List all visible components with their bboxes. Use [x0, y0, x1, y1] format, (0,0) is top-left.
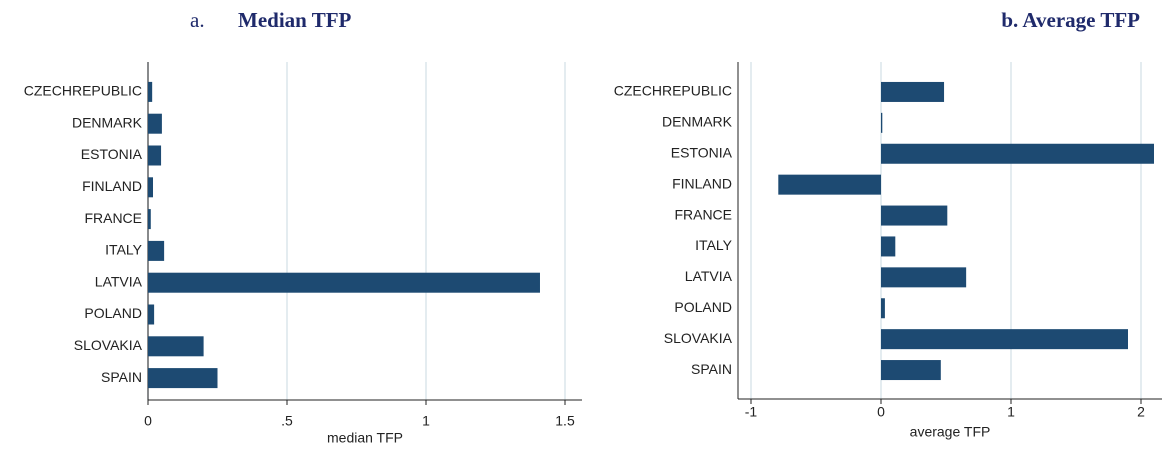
y-tick-label: POLAND — [674, 299, 732, 315]
x-tick-label: 1 — [422, 413, 430, 429]
bar — [148, 336, 204, 357]
x-tick-label: 1.5 — [555, 413, 575, 429]
bar — [881, 360, 941, 381]
y-tick-label: CZECHREPUBLIC — [614, 83, 732, 99]
panel-label: a. — [190, 8, 205, 32]
bar — [778, 174, 881, 195]
y-tick-label: CZECHREPUBLIC — [24, 83, 142, 99]
bar — [148, 81, 153, 102]
x-axis-label: average TFP — [910, 424, 991, 440]
bar — [881, 81, 945, 102]
bar — [881, 267, 967, 288]
y-tick-label: SLOVAKIA — [664, 330, 733, 346]
y-tick-label: SLOVAKIA — [74, 337, 143, 353]
bar — [148, 368, 218, 389]
x-tick-label: .5 — [281, 413, 293, 429]
bar — [881, 329, 1128, 350]
x-tick-label: 0 — [144, 413, 152, 429]
bar — [881, 205, 948, 226]
bar — [148, 145, 162, 166]
bar — [148, 209, 151, 230]
y-tick-label: POLAND — [84, 305, 142, 321]
y-tick-label: SPAIN — [691, 361, 732, 377]
chart-title: Median TFP — [238, 8, 352, 32]
y-tick-label: FRANCE — [674, 206, 732, 222]
x-tick-label: 0 — [877, 404, 885, 420]
y-tick-label: DENMARK — [72, 114, 143, 130]
y-tick-label: DENMARK — [662, 114, 733, 130]
bar — [148, 304, 155, 325]
bar — [881, 298, 885, 319]
chart-title: b. Average TFP — [1001, 8, 1140, 32]
y-tick-label: ITALY — [695, 237, 732, 253]
y-tick-label: LATVIA — [685, 268, 733, 284]
bar — [881, 236, 896, 257]
bar — [148, 177, 154, 198]
y-tick-label: ITALY — [105, 242, 142, 258]
bar — [148, 272, 540, 293]
bar — [881, 112, 883, 133]
bar — [881, 143, 1154, 164]
y-tick-label: FRANCE — [84, 210, 142, 226]
y-tick-label: LATVIA — [95, 273, 143, 289]
y-tick-label: FINLAND — [672, 175, 732, 191]
x-tick-label: 1 — [1007, 404, 1015, 420]
x-axis-label: median TFP — [327, 430, 403, 446]
bar — [148, 240, 165, 261]
bar — [148, 113, 162, 134]
x-tick-label: 2 — [1137, 404, 1145, 420]
x-tick-label: -1 — [745, 404, 758, 420]
y-tick-label: FINLAND — [82, 178, 142, 194]
y-tick-label: SPAIN — [101, 369, 142, 385]
y-tick-label: ESTONIA — [671, 144, 733, 160]
y-tick-label: ESTONIA — [81, 146, 143, 162]
